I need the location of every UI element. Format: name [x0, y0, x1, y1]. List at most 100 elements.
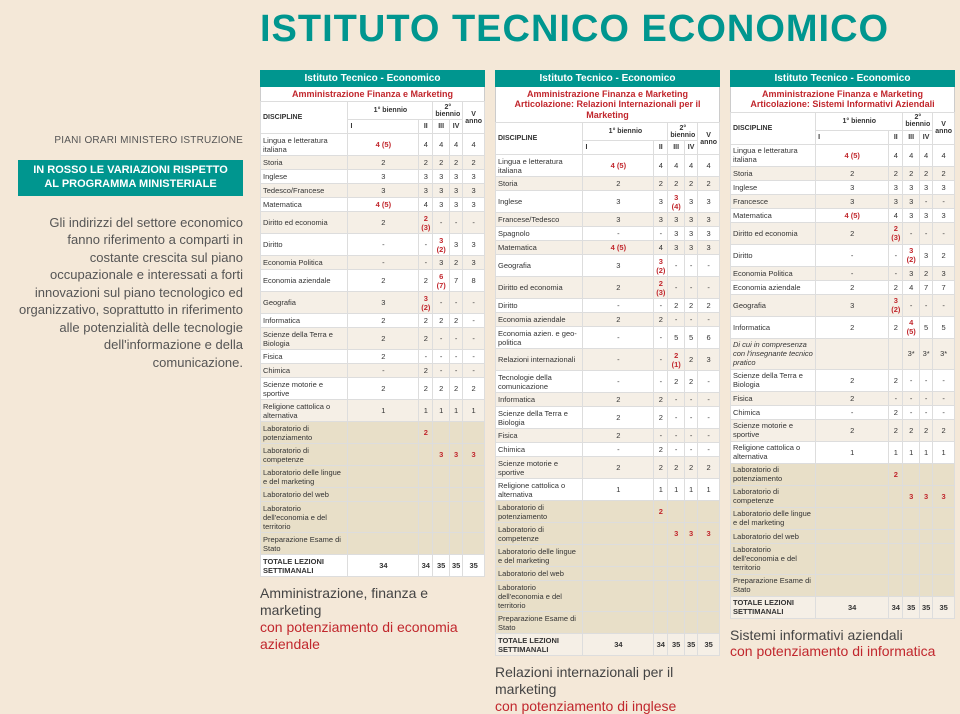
value-cell: 3	[463, 256, 485, 270]
value-cell: 1	[419, 400, 433, 422]
value-cell: 3	[698, 191, 720, 213]
table-row: Inglese333 (4)33	[496, 191, 720, 213]
value-cell: 35	[463, 555, 485, 577]
value-cell	[889, 543, 903, 574]
value-cell: 5	[933, 316, 955, 338]
curriculum-table-2: DISCIPLINE1° biennio2° biennioV anno III…	[495, 122, 720, 656]
value-cell: 4 (5)	[583, 155, 654, 177]
value-cell: -	[654, 371, 668, 393]
value-cell: 2	[816, 222, 889, 244]
discipline-cell: Laboratorio di potenziamento	[496, 501, 583, 523]
value-cell: 2	[449, 378, 462, 400]
value-cell: 2	[654, 177, 668, 191]
discipline-cell: Lingua e letteratura italiana	[261, 134, 348, 156]
value-cell: 3	[433, 170, 450, 184]
value-cell	[903, 463, 920, 485]
table-row: Chimica-2---	[731, 405, 955, 419]
value-cell: -	[463, 292, 485, 314]
value-cell: -	[583, 299, 654, 313]
value-cell: -	[903, 391, 920, 405]
curriculum-table-3: DISCIPLINE1° biennio2° biennioV anno III…	[730, 112, 955, 619]
value-cell: 2	[348, 314, 419, 328]
value-cell	[348, 422, 419, 444]
value-cell: 4	[654, 241, 668, 255]
caption-2: Relazioni internazionali per il marketin…	[495, 664, 720, 714]
value-cell: 3	[463, 170, 485, 184]
value-cell	[449, 466, 462, 488]
value-cell: 35	[933, 596, 955, 618]
value-cell	[433, 488, 450, 502]
value-cell: 2	[684, 299, 697, 313]
table-row: Scienze motorie e sportive22222	[731, 419, 955, 441]
value-cell: 2	[433, 378, 450, 400]
value-cell: -	[348, 364, 419, 378]
value-cell: 2	[419, 328, 433, 350]
value-cell: -	[433, 328, 450, 350]
value-cell	[348, 502, 419, 533]
value-cell	[668, 545, 685, 567]
value-cell: -	[583, 443, 654, 457]
value-cell	[449, 422, 462, 444]
value-cell: 3	[903, 194, 920, 208]
value-cell: 3	[919, 180, 932, 194]
table-header-top: Istituto Tecnico - Economico	[495, 70, 720, 87]
value-cell	[583, 545, 654, 567]
value-cell	[654, 581, 668, 612]
value-cell: 3	[449, 198, 462, 212]
value-cell: -	[684, 255, 697, 277]
value-cell: 3	[583, 255, 654, 277]
table-row: Economia Politica--323	[261, 256, 485, 270]
table-row: Lingua e letteratura italiana4 (5)4444	[731, 144, 955, 166]
table-row: Economia Politica--323	[731, 266, 955, 280]
value-cell: -	[889, 244, 903, 266]
intro-text: Gli indirizzi del settore economico fann…	[18, 214, 243, 372]
table-row: Laboratorio dell'economia e del territor…	[261, 502, 485, 533]
value-cell	[933, 529, 955, 543]
value-cell: 3	[698, 349, 720, 371]
value-cell: -	[419, 350, 433, 364]
table-row: Scienze della Terra e Biologia22---	[261, 328, 485, 350]
discipline-cell: Religione cattolica o alternativa	[496, 479, 583, 501]
value-cell: 4	[419, 134, 433, 156]
value-cell	[449, 533, 462, 555]
discipline-cell: Scienze motorie e sportive	[731, 419, 816, 441]
value-cell	[698, 612, 720, 634]
value-cell	[583, 581, 654, 612]
value-cell: -	[433, 364, 450, 378]
value-cell	[654, 567, 668, 581]
value-cell: 2	[654, 443, 668, 457]
value-cell: 2	[583, 407, 654, 429]
table-header-sub: Amministrazione Finanza e Marketing Arti…	[495, 87, 720, 122]
value-cell: -	[698, 371, 720, 393]
value-cell: -	[903, 222, 920, 244]
table-row: Religione cattolica o alternativa11111	[731, 441, 955, 463]
value-cell: 35	[433, 555, 450, 577]
value-cell: 3	[583, 191, 654, 213]
value-cell: 3	[463, 198, 485, 212]
table-row: Laboratorio del web	[731, 529, 955, 543]
table-row: Inglese33333	[261, 170, 485, 184]
value-cell: 3	[668, 241, 685, 255]
value-cell: 3	[433, 444, 450, 466]
value-cell: 1	[698, 479, 720, 501]
value-cell	[698, 501, 720, 523]
value-cell	[903, 529, 920, 543]
caption-accent: con potenziamento di inglese	[495, 698, 676, 714]
value-cell: 2	[889, 280, 903, 294]
value-cell: 2	[889, 463, 903, 485]
value-cell: 2 (3)	[889, 222, 903, 244]
value-cell: 2	[919, 419, 932, 441]
value-cell: -	[889, 391, 903, 405]
value-cell	[654, 612, 668, 634]
value-cell: 2	[348, 270, 419, 292]
value-cell: 2	[419, 270, 433, 292]
value-cell: 3	[889, 194, 903, 208]
value-cell	[419, 444, 433, 466]
value-cell: 2	[583, 457, 654, 479]
table-row: Matematica4 (5)4333	[261, 198, 485, 212]
value-cell	[816, 507, 889, 529]
value-cell: -	[903, 405, 920, 419]
value-cell: 1	[919, 441, 932, 463]
value-cell	[449, 502, 462, 533]
value-cell: 3 (2)	[419, 292, 433, 314]
